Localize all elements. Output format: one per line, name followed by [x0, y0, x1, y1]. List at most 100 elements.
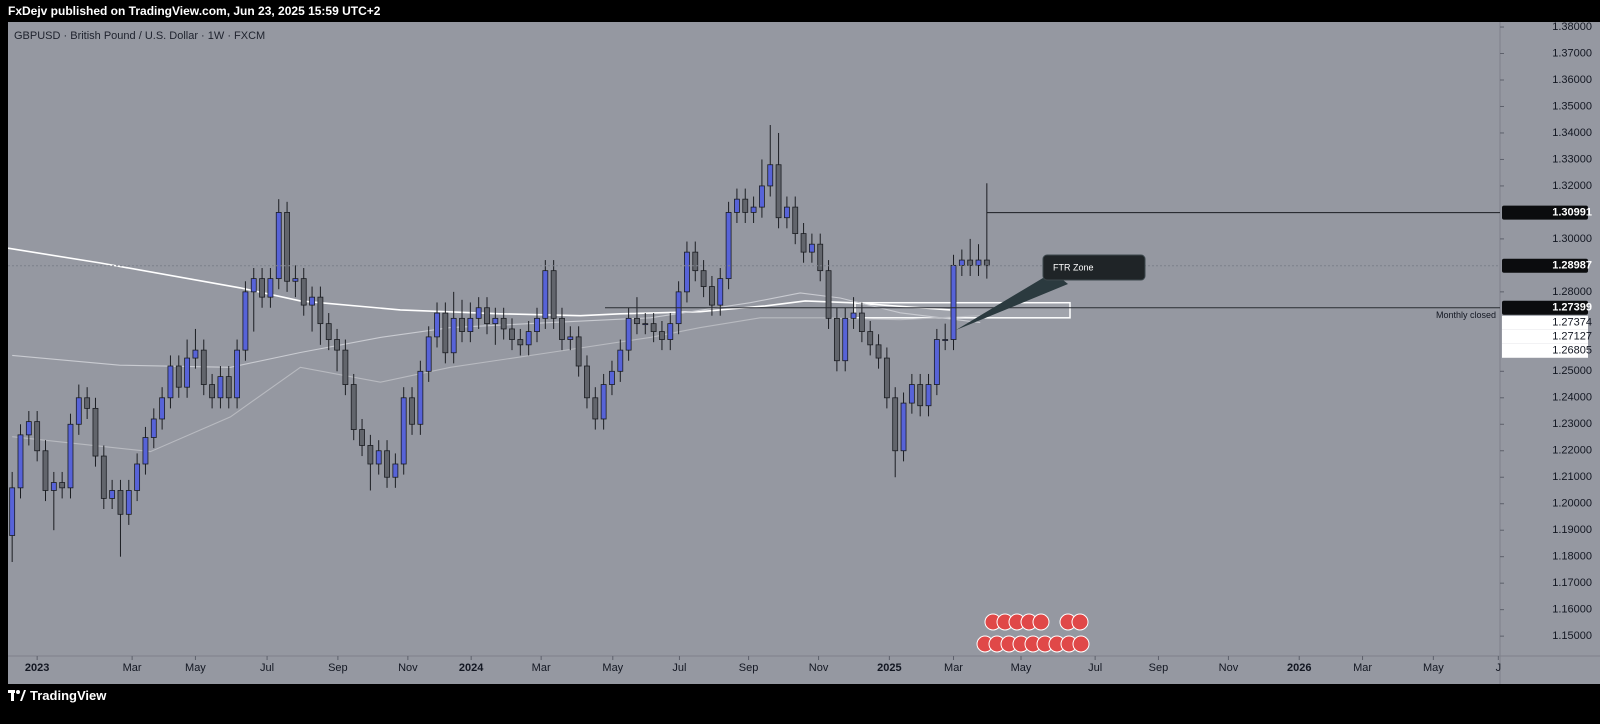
candle-body [34, 421, 41, 452]
candle-body [550, 270, 557, 319]
y-tick-label: 1.20000 [1552, 498, 1592, 510]
candle-body [900, 402, 907, 452]
candle-body [42, 450, 49, 491]
candle-body [800, 233, 807, 253]
x-tick-label: Nov [1219, 662, 1239, 674]
candle-body [100, 455, 107, 499]
y-tick-label: 1.37000 [1552, 47, 1592, 59]
candle-body [434, 312, 440, 338]
candle-body [567, 336, 574, 340]
x-tick-label: Mar [532, 662, 551, 674]
candle-body [267, 278, 274, 298]
bottom-bar: TradingView [0, 684, 1600, 724]
candle-body [908, 384, 915, 404]
candle-body [184, 357, 191, 388]
price-badge-label: 1.30991 [1552, 207, 1592, 219]
candle-body [409, 397, 415, 425]
x-tick-label: Sep [739, 662, 759, 674]
candle-body [609, 370, 615, 385]
candle-body [50, 482, 57, 491]
candle-body [350, 384, 357, 430]
candle-body [492, 317, 499, 325]
candle-body [875, 344, 882, 359]
candle-body [467, 317, 474, 332]
candle-body [25, 421, 32, 436]
candle-body [642, 323, 649, 326]
event-icons [976, 613, 1090, 653]
candle-body [475, 307, 482, 319]
candle-body [17, 434, 24, 489]
price-badge-label: 1.27399 [1552, 302, 1592, 314]
candle-body [384, 450, 390, 478]
x-tick-label: Mar [123, 662, 142, 674]
moving-average [12, 315, 981, 453]
candle-body [850, 312, 857, 319]
candle-body [925, 384, 932, 407]
candle-body [192, 349, 199, 359]
candle-body [933, 339, 940, 385]
candle-body [400, 397, 407, 465]
callout-label: FTR Zone [1053, 262, 1094, 272]
candle-body [742, 198, 749, 213]
candle-body [692, 251, 699, 272]
y-tick-label: 1.24000 [1552, 392, 1592, 404]
brand-logo [8, 690, 26, 701]
candle-body [867, 331, 874, 346]
candle-body [559, 317, 565, 340]
candle-body [734, 198, 740, 213]
candle-body [375, 450, 382, 465]
candle-body [775, 164, 782, 219]
candle-body [209, 384, 215, 399]
indicator-badge-label: 1.27127 [1552, 331, 1592, 343]
y-tick-label: 1.34000 [1552, 127, 1592, 139]
price-badge [1502, 205, 1588, 220]
candle-body [167, 365, 174, 399]
candle-body [109, 490, 116, 499]
candle-body [659, 331, 665, 340]
x-tick-label: Nov [809, 662, 829, 674]
x-tick-label: Sep [1149, 662, 1169, 674]
candle-body [275, 212, 282, 280]
x-tick-label: May [602, 662, 623, 674]
x-tick-label: Jul [672, 662, 686, 674]
candle-body [200, 349, 207, 385]
candle-body [359, 429, 365, 446]
y-tick-label: 1.33000 [1552, 153, 1592, 165]
x-tick-label: Mar [1353, 662, 1372, 674]
candle-body [625, 317, 632, 351]
candle-body [842, 317, 849, 362]
candle-body [617, 349, 624, 372]
x-tick-label: May [185, 662, 206, 674]
x-tick-label: May [1423, 662, 1444, 674]
callout-pointer [956, 272, 1068, 330]
candle-body [725, 212, 732, 280]
candle-body [367, 445, 374, 465]
candle-body [484, 307, 490, 325]
candle-body [817, 243, 824, 272]
y-tick-label: 1.21000 [1552, 471, 1592, 483]
callout-box [1042, 254, 1146, 281]
candle-body [225, 376, 232, 399]
candle-body [450, 317, 457, 354]
candle-body [759, 185, 765, 208]
publisher: FxDejv published on TradingView.com, Jun… [8, 4, 381, 18]
candle-body [892, 397, 899, 452]
y-tick-label: 1.36000 [1552, 74, 1592, 86]
candle-body [500, 317, 507, 330]
candle-body [334, 339, 340, 351]
candle-body [300, 278, 307, 306]
candle-body [84, 397, 91, 409]
candle-body [117, 490, 124, 515]
candle-body [342, 349, 349, 385]
candle-body [250, 278, 257, 293]
candle-body [159, 397, 166, 420]
candle-body [700, 270, 707, 287]
candle-body [808, 243, 815, 253]
candle-body [784, 206, 790, 219]
y-tick-label: 1.32000 [1552, 180, 1592, 192]
price-badge [1502, 300, 1588, 315]
candle-body [317, 296, 324, 325]
candle-body [325, 323, 332, 340]
candle-body [542, 270, 549, 319]
candle-body [792, 206, 799, 234]
